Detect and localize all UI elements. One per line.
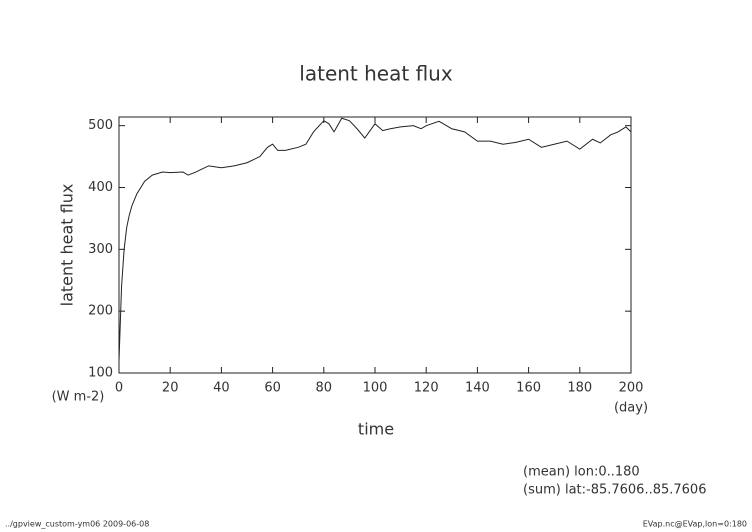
x-tick-label: 20 — [162, 381, 179, 396]
x-tick-label: 100 — [363, 381, 388, 396]
x-axis-label: time — [358, 420, 394, 439]
data-line — [118, 117, 632, 361]
y-tick-label: 100 — [88, 366, 113, 381]
annotation: (mean) lon:0..180 — [523, 465, 640, 480]
x-tick-label: 120 — [414, 381, 439, 396]
x-tick-label: 140 — [465, 381, 490, 396]
y-tick-label: 200 — [88, 304, 113, 319]
footer: ../gpview_custom-ym06 2009-06-08 — [5, 520, 149, 529]
chart-title: latent heat flux — [299, 62, 453, 86]
annotation: (sum) lat:-85.7606..85.7606 — [523, 483, 706, 498]
y-tick-label: 400 — [88, 180, 113, 195]
y-tick-label: 300 — [88, 242, 113, 257]
y-axis-label: latent heat flux — [58, 184, 77, 307]
x-tick-label: 180 — [567, 381, 592, 396]
x-tick-label: 0 — [115, 381, 123, 396]
x-tick-label: 80 — [316, 381, 333, 396]
x-tick-label: 160 — [516, 381, 541, 396]
x-units: (day) — [614, 401, 648, 416]
x-tick-label: 40 — [213, 381, 230, 396]
y-units: (W m-2) — [52, 390, 105, 405]
x-tick-label: 60 — [264, 381, 281, 396]
x-tick-label: 200 — [619, 381, 644, 396]
y-tick-label: 500 — [88, 118, 113, 133]
footer: EVap.nc@EVap,lon=0:180 — [643, 520, 747, 529]
